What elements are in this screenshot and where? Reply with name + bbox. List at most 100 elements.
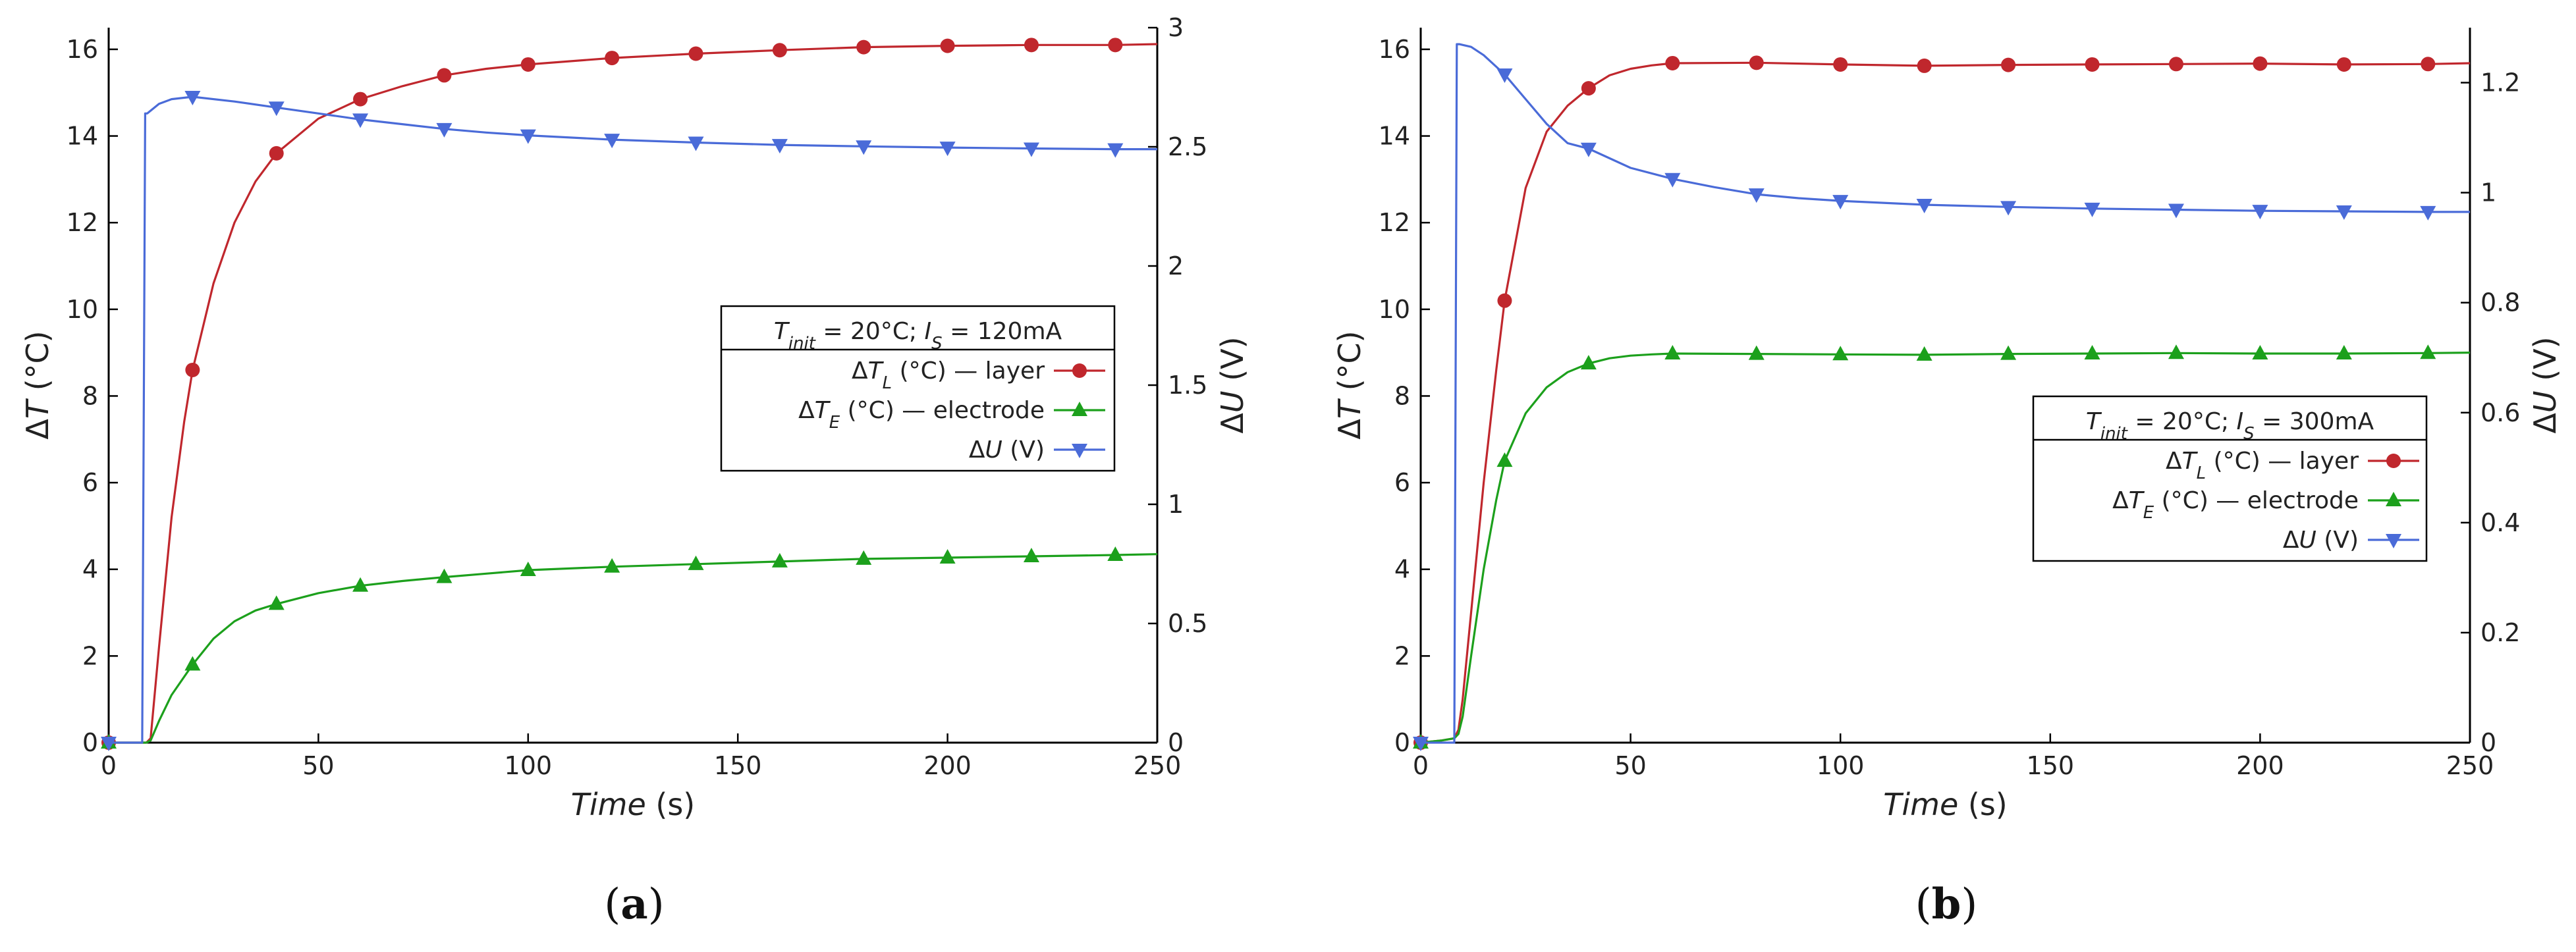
legend-entry-label: ΔTL (°C) — layer [2166,448,2359,483]
y-label-prefix: Δ [2527,413,2563,434]
x-tick-label: 150 [2027,751,2075,780]
y-tick-label-right: 0.6 [2480,398,2520,427]
y-axis-label-left: ΔT (°C) [1332,331,1367,439]
x-tick-label: 150 [714,751,762,780]
y-tick-label-left: 12 [67,208,98,237]
legend-title-sub: S [2243,424,2255,444]
y-tick-label-left: 2 [1394,641,1410,670]
y-tick-label-left: 12 [1379,208,1410,237]
data-point [688,136,704,151]
x-axis-label-unit: (s) [1958,787,2007,822]
series-0 [101,38,1158,750]
data-point [2420,205,2436,221]
data-point [1832,346,1849,361]
data-point [2001,57,2016,72]
legend-prefix: Δ [2166,448,2182,475]
y-tick-label-right: 0.2 [2480,618,2520,647]
y-axis-label-right: ΔU (V) [1215,336,1250,433]
data-point [1748,188,1765,203]
data-point [1107,143,1124,158]
data-point [185,362,200,377]
data-point [939,142,956,157]
x-axis-label-unit: (s) [646,787,695,822]
legend-entry-label: ΔTE (°C) — electrode [798,397,1045,433]
legend-var: T [815,397,831,424]
legend-key-marker [2386,534,2401,548]
legend-title-var: I [925,318,932,345]
legend-key-marker [1072,444,1087,458]
series-2 [1413,43,2470,751]
legend-var: U [2299,527,2316,554]
data-point [856,140,872,155]
legend-title-sub: S [931,334,943,354]
data-point [1664,172,1681,188]
data-point [1833,57,1848,72]
data-point [2168,203,2184,219]
x-axis-label-var: Time [1883,787,1958,822]
x-tick-label: 0 [1413,751,1429,780]
y-label-var: U [1215,390,1250,413]
legend-sub: E [829,413,840,433]
data-point [2084,344,2100,359]
y-tick-label-right: 0.5 [1168,609,1207,638]
legend-box [2032,395,2428,562]
legend-entry-label: ΔU (V) [969,436,1045,463]
data-point [2336,57,2351,72]
y-label-prefix: Δ [20,419,55,440]
data-point [268,595,285,610]
data-point [1917,58,1932,73]
y-tick-label-left: 10 [67,295,98,324]
legend-prefix: Δ [852,357,868,384]
data-point [1832,195,1849,210]
y-label-unit: (V) [2527,336,2563,390]
data-point [1580,355,1597,370]
data-point [2252,205,2268,220]
legend-var: U [985,436,1002,463]
data-point [1496,452,1513,467]
data-point [352,577,369,592]
y-label-prefix: Δ [1215,413,1250,434]
data-point [2085,57,2100,72]
legend-prefix: Δ [969,436,985,463]
series-line [109,43,1158,744]
data-point [269,145,284,161]
legend-title-text: = 120mA [943,318,1062,345]
legend-title-var: T [774,318,790,345]
data-point [1496,68,1513,84]
x-tick-label: 0 [101,751,117,780]
y-tick-label-left: 0 [82,728,98,757]
data-point [1024,38,1039,53]
panel-caption: (a) [604,880,664,929]
y-tick-label-left: 14 [1379,122,1410,151]
data-point [1665,55,1680,70]
data-point [2084,202,2100,217]
data-point [1749,55,1764,70]
legend-title-var: I [2237,408,2244,435]
data-point [1581,81,1596,96]
series-1 [101,546,1158,749]
y-label-var: T [20,398,55,419]
series-line [1420,352,2471,744]
caption-paren: ) [648,880,665,929]
data-point-origin [1413,737,1429,751]
y-tick-label-left: 4 [1394,555,1410,584]
caption-paren: ) [1961,880,1977,929]
data-point [1916,198,1932,213]
caption-letter: a [620,880,647,929]
legend-sub: L [2197,463,2206,483]
y-tick-label-left: 6 [1394,468,1410,497]
legend-var: T [2182,448,2199,475]
data-point [856,40,871,55]
data-point [688,555,704,570]
x-tick-label: 250 [1134,751,1182,780]
x-tick-label: 200 [2236,751,2284,780]
data-point [2000,345,2017,360]
data-point [2421,57,2436,72]
data-point [772,43,787,58]
data-point-origin [101,737,117,751]
data-point [2168,57,2183,72]
legend-key-marker [2386,492,2401,506]
series-1 [1413,344,2471,749]
